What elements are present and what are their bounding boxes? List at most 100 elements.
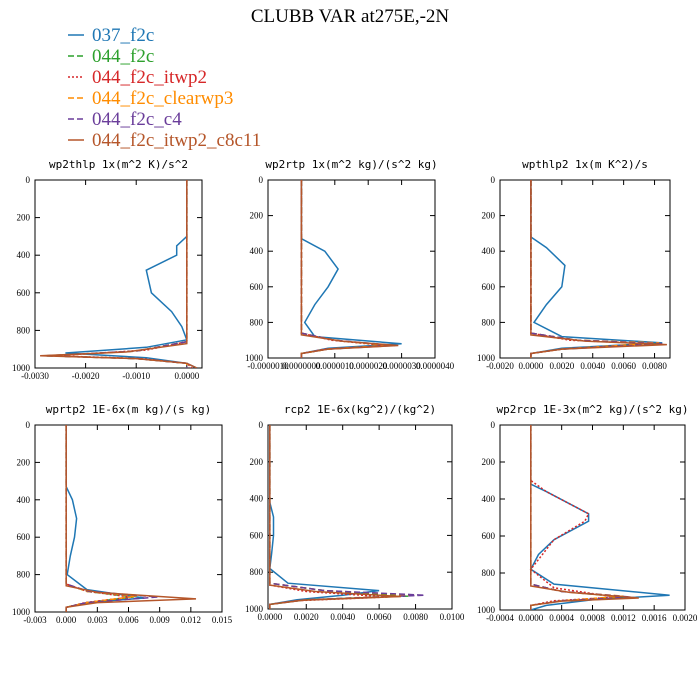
series-line-044_f2c_itwp2_c8c11 <box>269 425 402 609</box>
legend-item: 037_f2c <box>68 25 154 46</box>
y-tick-label: 400 <box>250 246 264 256</box>
panel-title: wp2rtp 1x(m^2 kg)/(s^2 kg) <box>265 158 437 171</box>
chart-panel: wp2rcp 1E-3x(m^2 kg)/(s^2 kg)0 200 400 600 8… <box>477 403 698 623</box>
panel-frame <box>499 424 686 611</box>
x-tick-label: -0.0004 <box>486 613 514 623</box>
panel-title: rcp2 1E-6x(kg^2)/(kg^2) <box>284 403 436 416</box>
x-tick-label: 0.0008 <box>580 613 605 623</box>
y-tick-label: 600 <box>17 532 31 542</box>
legend-item: 044_f2c_clearwp3 <box>68 88 233 109</box>
y-tick-label: 800 <box>250 567 264 577</box>
y-tick-label: 800 <box>482 568 496 578</box>
y-tick-label: 400 <box>250 494 264 504</box>
chart-panel: rcp2 1E-6x(kg^2)/(kg^2) 0 200 400 600 800 1000… <box>245 403 465 622</box>
legend-item: 044_f2c_itwp2_c8c11 <box>68 130 261 151</box>
legend-label: 044_f2c_clearwp3 <box>92 88 233 109</box>
y-tick-label: 200 <box>17 213 31 223</box>
series-line-044_f2c_itwp2_c8c11 <box>40 180 198 368</box>
x-tick-label: 0.0016 <box>642 613 667 623</box>
series-line-044_f2c_itwp2 <box>300 180 385 358</box>
y-tick-label: 200 <box>250 457 264 467</box>
chart-panels: wp2thlp 1x(m^2 K)/s^202004006008001000-0… <box>12 158 698 625</box>
x-tick-label: -0.0000010 <box>247 361 289 371</box>
series-line-037_f2c <box>529 425 670 610</box>
y-tick-label: 400 <box>17 495 31 505</box>
series-line-044_f2c_itwp2 <box>55 180 193 368</box>
series-line-044_f2c_clearwp3 <box>50 180 188 368</box>
y-tick-label: 1000 <box>477 605 496 615</box>
series-line-044_f2c_clearwp3 <box>300 180 389 358</box>
y-tick-label: 1000 <box>245 353 264 363</box>
series-line-044_f2c_itwp2_c8c11 <box>300 180 399 358</box>
panel-title: wp2thlp 1x(m^2 K)/s^2 <box>49 158 188 171</box>
x-tick-label: 0.0100 <box>440 612 465 622</box>
y-tick-label: 800 <box>250 317 264 327</box>
series-line-044_f2c_c4 <box>269 425 425 609</box>
series-line-044_f2c <box>300 180 389 358</box>
panel-frame <box>34 179 203 369</box>
series-line-037_f2c <box>65 425 145 612</box>
series-line-037_f2c <box>269 425 380 609</box>
x-tick-label: 0.0000020 <box>349 361 388 371</box>
chart-panel: wp2rtp 1x(m^2 kg)/(s^2 kg)0 200 400 600 800 1… <box>245 158 455 371</box>
series-line-044_f2c_c4 <box>45 180 188 368</box>
y-tick-label: 600 <box>482 282 496 292</box>
panel-frame <box>34 424 223 613</box>
y-tick-label: 0 <box>26 175 31 185</box>
x-tick-label: 0.0000010 <box>316 361 355 371</box>
series-line-044_f2c_clearwp3 <box>530 425 624 610</box>
x-tick-label: 0.003 <box>87 615 108 625</box>
x-tick-label: 0.006 <box>118 615 139 625</box>
x-tick-label: 0.0060 <box>611 361 636 371</box>
y-tick-label: 200 <box>482 457 496 467</box>
legend-label: 044_f2c_c4 <box>92 109 182 130</box>
chart-panel: wprtp2 1E-6x(m kg)/(s kg) 0 200 400 600 800 10… <box>12 403 233 625</box>
series-line-044_f2c_itwp2 <box>529 425 616 610</box>
series-line-044_f2c <box>269 425 409 609</box>
legend-label: 044_f2c_itwp2 <box>92 67 207 88</box>
panel-title: wpthlp2 1x(m K^2)/s <box>522 158 648 171</box>
series-line-044_f2c_clearwp3 <box>269 425 416 609</box>
x-tick-label: 0.0000 <box>257 612 282 622</box>
y-tick-label: 400 <box>482 494 496 504</box>
series-line-044_f2c_itwp2_c8c11 <box>530 180 667 358</box>
y-tick-label: 0 <box>491 175 496 185</box>
y-tick-label: 1000 <box>245 604 264 614</box>
panel-frame <box>267 179 436 359</box>
y-tick-label: 200 <box>17 457 31 467</box>
x-tick-label: 0.012 <box>181 615 201 625</box>
x-tick-label: -0.003 <box>23 615 47 625</box>
x-tick-label: -0.0010 <box>122 371 150 381</box>
x-tick-label: 0.015 <box>212 615 233 625</box>
chart-title: CLUBB VAR at275E,-2N <box>251 6 450 27</box>
legend: 037_f2c044_f2c044_f2c_itwp2044_f2c_clear… <box>68 25 261 151</box>
y-tick-label: 600 <box>482 531 496 541</box>
x-tick-label: 0.0060 <box>367 612 392 622</box>
x-tick-label: 0.0040 <box>580 361 605 371</box>
series-line-037_f2c <box>530 180 663 358</box>
series-line-044_f2c <box>530 425 624 610</box>
panel-frame <box>499 179 671 359</box>
x-tick-label: 0.0040 <box>330 612 355 622</box>
x-tick-label: 0.0020 <box>673 613 698 623</box>
series-line-044_f2c_itwp2 <box>269 425 389 609</box>
y-tick-label: 0 <box>259 175 264 185</box>
x-tick-label: 0.0080 <box>403 612 428 622</box>
y-tick-label: 0 <box>259 420 264 430</box>
series-line-037_f2c <box>300 180 402 358</box>
y-tick-label: 800 <box>17 325 31 335</box>
y-tick-label: 400 <box>17 250 31 260</box>
y-tick-label: 600 <box>250 282 264 292</box>
legend-item: 044_f2c <box>68 46 154 67</box>
panel-title: wp2rcp 1E-3x(m^2 kg)/(s^2 kg) <box>496 403 688 416</box>
legend-label: 044_f2c_itwp2_c8c11 <box>92 130 261 151</box>
legend-label: 037_f2c <box>92 25 154 46</box>
x-tick-label: -0.0030 <box>21 371 49 381</box>
x-tick-label: 0.0000 <box>518 613 543 623</box>
x-tick-label: -0.0020 <box>72 371 100 381</box>
series-line-044_f2c_itwp2_c8c11 <box>530 425 639 610</box>
y-tick-label: 0 <box>491 420 496 430</box>
x-tick-label: 0.0000040 <box>416 361 455 371</box>
y-tick-label: 1000 <box>477 353 496 363</box>
